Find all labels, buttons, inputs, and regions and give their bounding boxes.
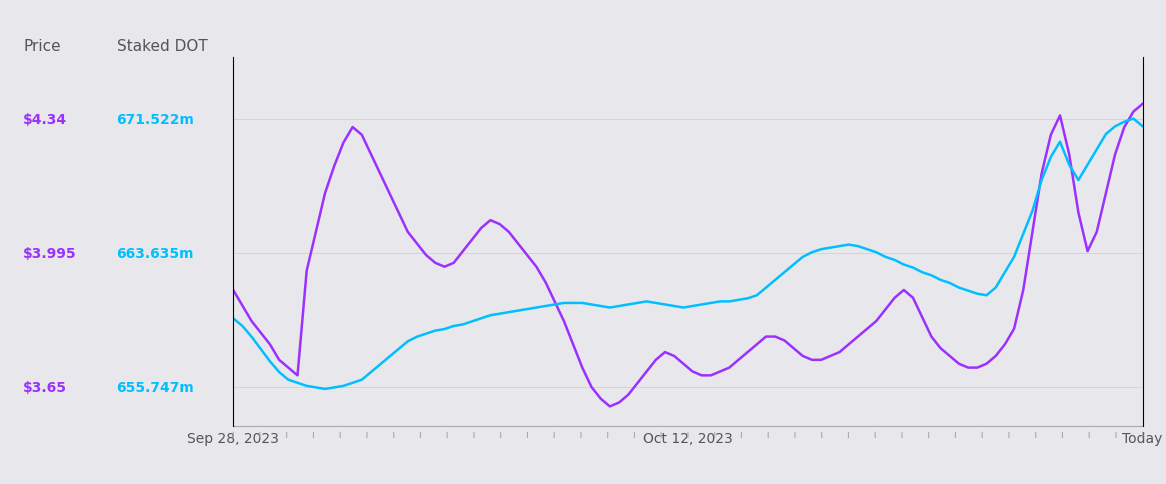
Text: Price: Price [23, 39, 61, 54]
Text: 671.522m: 671.522m [117, 113, 195, 127]
Text: $3.65: $3.65 [23, 380, 68, 394]
Text: $4.34: $4.34 [23, 113, 68, 127]
Text: 663.635m: 663.635m [117, 247, 194, 260]
Text: $3.995: $3.995 [23, 247, 77, 260]
Text: Staked DOT: Staked DOT [117, 39, 208, 54]
Text: 655.747m: 655.747m [117, 380, 195, 394]
